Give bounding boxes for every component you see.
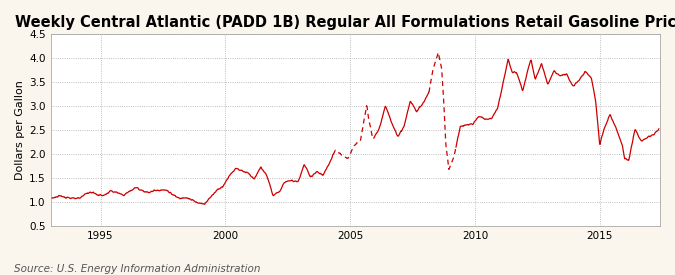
Y-axis label: Dollars per Gallon: Dollars per Gallon: [15, 80, 25, 180]
Text: Source: U.S. Energy Information Administration: Source: U.S. Energy Information Administ…: [14, 264, 260, 274]
Title: Weekly Central Atlantic (PADD 1B) Regular All Formulations Retail Gasoline Price: Weekly Central Atlantic (PADD 1B) Regula…: [16, 15, 675, 30]
